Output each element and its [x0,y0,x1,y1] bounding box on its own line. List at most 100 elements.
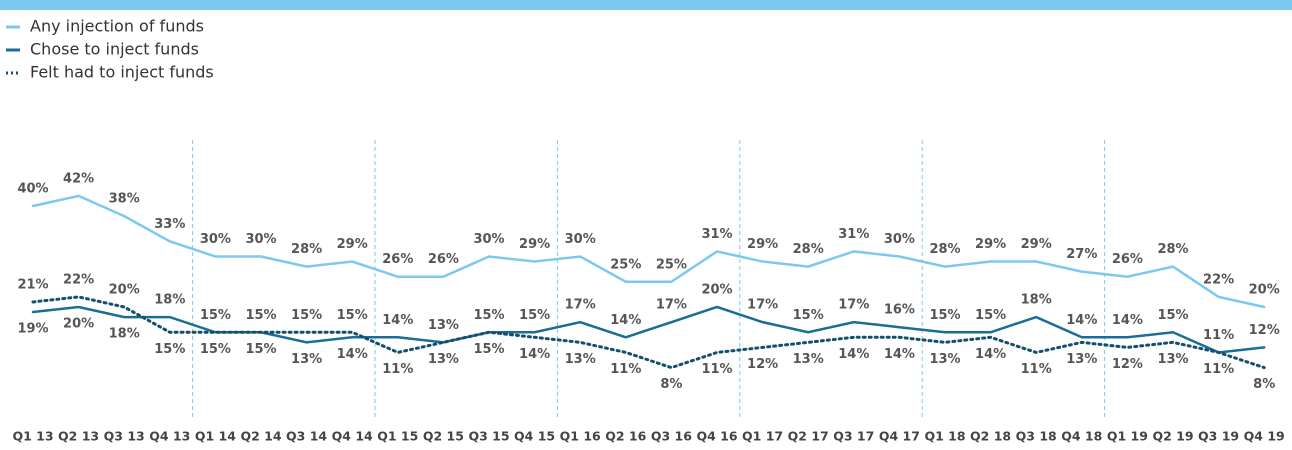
data-label: 8% [1253,377,1275,392]
data-label: 11% [382,362,413,377]
x-tick-label: Q2 13 [58,429,99,444]
x-tick-label: Q3 15 [468,429,509,444]
data-label: 25% [656,257,687,272]
data-label: 16% [884,303,915,318]
data-label: 29% [1021,237,1052,252]
x-tick-label: Q3 16 [651,429,692,444]
x-tick-label: Q2 18 [970,429,1011,444]
data-label: 21% [17,277,48,292]
data-label: 29% [519,237,550,252]
x-tick-label: Q1 13 [12,429,53,444]
data-label: 14% [1112,313,1143,328]
data-label: 11% [701,362,732,377]
data-label: 25% [610,257,641,272]
data-label: 20% [1249,283,1280,298]
data-label: 26% [428,252,459,267]
x-tick-label: Q4 13 [149,429,190,444]
data-label: 13% [1066,352,1097,367]
data-label: 28% [1157,242,1188,257]
data-label: 15% [154,342,185,357]
x-tick-label: Q2 15 [423,429,464,444]
x-tick-label: Q1 19 [1107,429,1148,444]
data-label: 20% [109,283,140,298]
data-label: 13% [929,352,960,367]
x-tick-label: Q3 18 [1016,429,1057,444]
data-label: 38% [109,192,140,207]
data-label: 15% [245,342,276,357]
data-label: 11% [610,362,641,377]
data-label: 12% [1112,357,1143,372]
data-label: 11% [1203,362,1234,377]
data-label: 31% [701,227,732,242]
x-tick-label: Q2 14 [240,429,281,444]
data-label: 17% [565,298,596,313]
data-label: 12% [1249,323,1280,338]
x-tick-label: Q4 15 [514,429,555,444]
data-label: 30% [565,232,596,247]
data-label: 17% [838,298,869,313]
x-tick-label: Q1 15 [377,429,418,444]
data-label: 17% [747,298,778,313]
data-label: 30% [245,232,276,247]
data-label: 28% [929,242,960,257]
data-label: 22% [1203,272,1234,287]
x-tick-label: Q1 17 [742,429,783,444]
data-label: 27% [1066,247,1097,262]
data-label: 15% [519,308,550,323]
data-label: 20% [63,317,94,332]
data-label: 14% [337,347,368,362]
data-label: 14% [884,347,915,362]
x-tick-label: Q2 16 [605,429,646,444]
data-label: 26% [382,252,413,267]
data-label: 31% [838,227,869,242]
data-label: 15% [1157,308,1188,323]
x-tick-label: Q4 16 [696,429,737,444]
x-tick-label: Q3 14 [286,429,327,444]
legend-label: Felt had to inject funds [30,63,214,82]
data-label: 26% [1112,252,1143,267]
data-label: 17% [656,298,687,313]
data-label: 19% [17,322,48,337]
top-band [0,0,1292,10]
x-tick-label: Q4 14 [332,429,373,444]
data-label: 42% [63,171,94,186]
data-label: 14% [838,347,869,362]
data-label: 18% [154,293,185,308]
data-label: 15% [929,308,960,323]
data-label: 13% [291,352,322,367]
data-label: 14% [382,313,413,328]
series-line [31,194,1266,309]
data-label: 14% [519,347,550,362]
data-label: 40% [17,182,48,197]
data-label: 8% [660,377,682,392]
data-label: 13% [1157,352,1188,367]
data-label: 15% [793,308,824,323]
data-label: 15% [200,342,231,357]
data-label: 30% [200,232,231,247]
x-tick-label: Q3 19 [1198,429,1239,444]
data-label: 18% [1021,293,1052,308]
x-tick-label: Q2 17 [788,429,829,444]
data-label: 29% [747,237,778,252]
series-line [31,295,1266,370]
data-label: 22% [63,272,94,287]
x-tick-label: Q1 16 [560,429,601,444]
x-tick-label: Q4 19 [1244,429,1285,444]
data-label: 30% [473,232,504,247]
x-tick-label: Q1 14 [195,429,236,444]
data-label: 33% [154,217,185,232]
data-label: 30% [884,232,915,247]
data-label: 14% [610,313,641,328]
data-label: 13% [428,318,459,333]
x-tick-label: Q1 18 [924,429,965,444]
data-label: 15% [245,308,276,323]
data-label: 18% [109,327,140,342]
data-label: 15% [975,308,1006,323]
data-label: 28% [291,242,322,257]
data-label: 11% [1021,362,1052,377]
data-label: 11% [1203,328,1234,343]
x-tick-label: Q3 13 [104,429,145,444]
data-label: 14% [975,347,1006,362]
x-tick-label: Q4 18 [1061,429,1102,444]
